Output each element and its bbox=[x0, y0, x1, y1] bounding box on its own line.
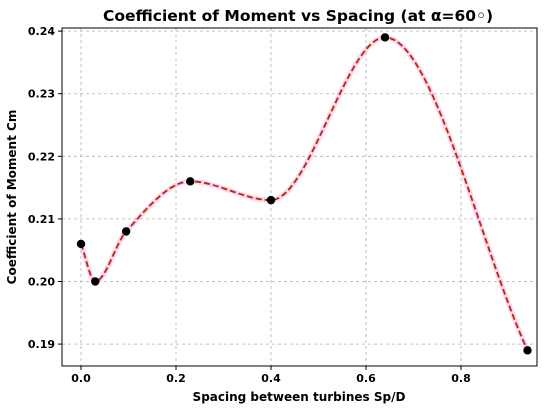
y-tick-label: 0.24 bbox=[28, 25, 55, 38]
y-axis-label: Coefficient of Moment Cm bbox=[5, 110, 19, 285]
y-tick-label: 0.21 bbox=[28, 213, 55, 226]
data-point bbox=[121, 227, 131, 236]
data-point bbox=[76, 239, 86, 249]
x-tick-label: 0.0 bbox=[71, 372, 91, 385]
curve-layer bbox=[78, 34, 530, 353]
y-tick-label: 0.19 bbox=[28, 338, 55, 351]
data-point bbox=[523, 346, 532, 355]
y-tick-label: 0.23 bbox=[28, 88, 55, 101]
data-point bbox=[91, 277, 100, 286]
data-point bbox=[266, 195, 276, 205]
x-tick-label: 0.2 bbox=[166, 372, 186, 385]
x-axis-label: Spacing between turbines Sp/D bbox=[193, 390, 406, 404]
dashed-fit-curve bbox=[80, 36, 529, 351]
points-layer bbox=[76, 33, 532, 355]
axis-ticks: 0.0 0.2 0.4 0.6 0.8 0.19 0.20 0.21 0.22 0.23 0.24 bbox=[28, 25, 471, 385]
grid bbox=[62, 28, 537, 366]
plot-area-frame bbox=[61, 27, 538, 367]
x-tick-label: 0.4 bbox=[261, 372, 281, 385]
curve-glow bbox=[78, 34, 530, 353]
x-tick-label: 0.6 bbox=[356, 372, 376, 385]
chart-title: Coefficient of Moment vs Spacing (at α=6… bbox=[103, 7, 493, 25]
data-point bbox=[186, 177, 195, 186]
x-tick-label: 0.8 bbox=[451, 372, 471, 385]
data-point bbox=[380, 33, 390, 42]
y-tick-label: 0.20 bbox=[28, 276, 55, 289]
y-tick-label: 0.22 bbox=[28, 150, 55, 163]
